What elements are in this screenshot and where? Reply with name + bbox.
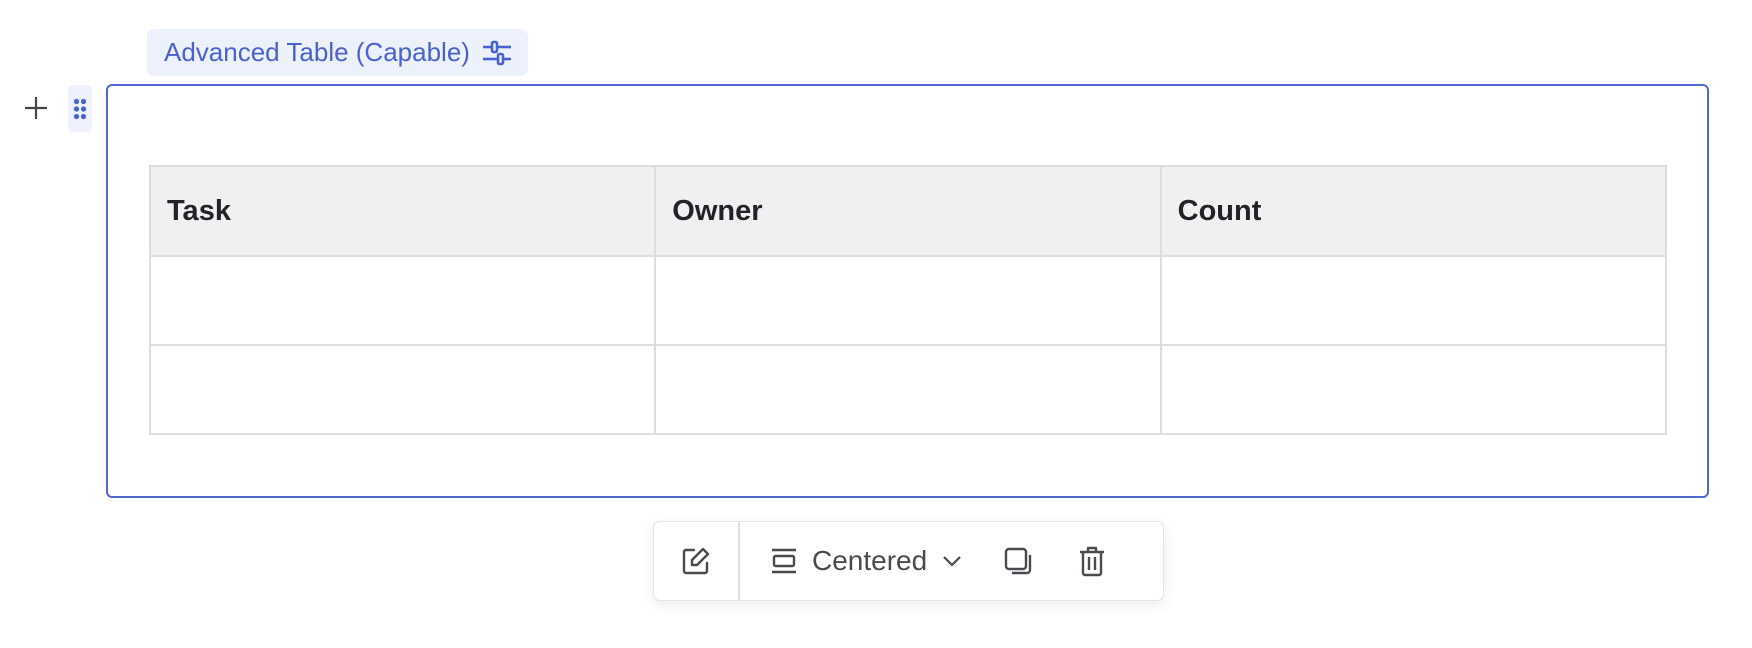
trash-icon xyxy=(1080,546,1105,577)
layout-centered-icon xyxy=(772,548,796,574)
alignment-value: Centered xyxy=(812,545,928,576)
table-cell[interactable] xyxy=(1159,344,1668,435)
drag-dots-icon xyxy=(73,98,87,119)
table-header-row: Task Owner Count xyxy=(148,165,1668,257)
alignment-dropdown[interactable]: Centered xyxy=(770,545,963,577)
table-cell[interactable] xyxy=(654,255,1162,346)
drag-handle[interactable] xyxy=(68,85,92,132)
header-cell-owner[interactable]: Owner xyxy=(654,165,1162,257)
header-cell-count[interactable]: Count xyxy=(1159,165,1668,257)
copy-icon xyxy=(1004,547,1032,575)
duplicate-button[interactable] xyxy=(1003,546,1033,576)
edit-button[interactable] xyxy=(654,522,738,600)
table-cell[interactable] xyxy=(148,344,657,435)
toolbar-divider xyxy=(738,522,740,600)
table-block-container[interactable] xyxy=(106,84,1709,498)
table-row xyxy=(148,255,1668,346)
block-type-text: Advanced Table (Capable) xyxy=(164,37,470,67)
block-toolbar: Centered xyxy=(653,521,1164,601)
block-type-label[interactable]: Advanced Table (Capable) xyxy=(147,29,528,76)
table-row xyxy=(148,344,1668,435)
edit-icon xyxy=(682,547,710,575)
add-block-plus-icon[interactable] xyxy=(22,94,50,122)
table-cell[interactable] xyxy=(654,344,1162,435)
table-cell[interactable] xyxy=(1159,255,1668,346)
chevron-down-icon xyxy=(943,556,961,567)
sliders-icon[interactable] xyxy=(482,39,512,67)
advanced-table: Task Owner Count xyxy=(148,165,1668,435)
delete-button[interactable] xyxy=(1078,545,1106,577)
header-cell-task[interactable]: Task xyxy=(148,165,657,257)
table-cell[interactable] xyxy=(148,255,657,346)
